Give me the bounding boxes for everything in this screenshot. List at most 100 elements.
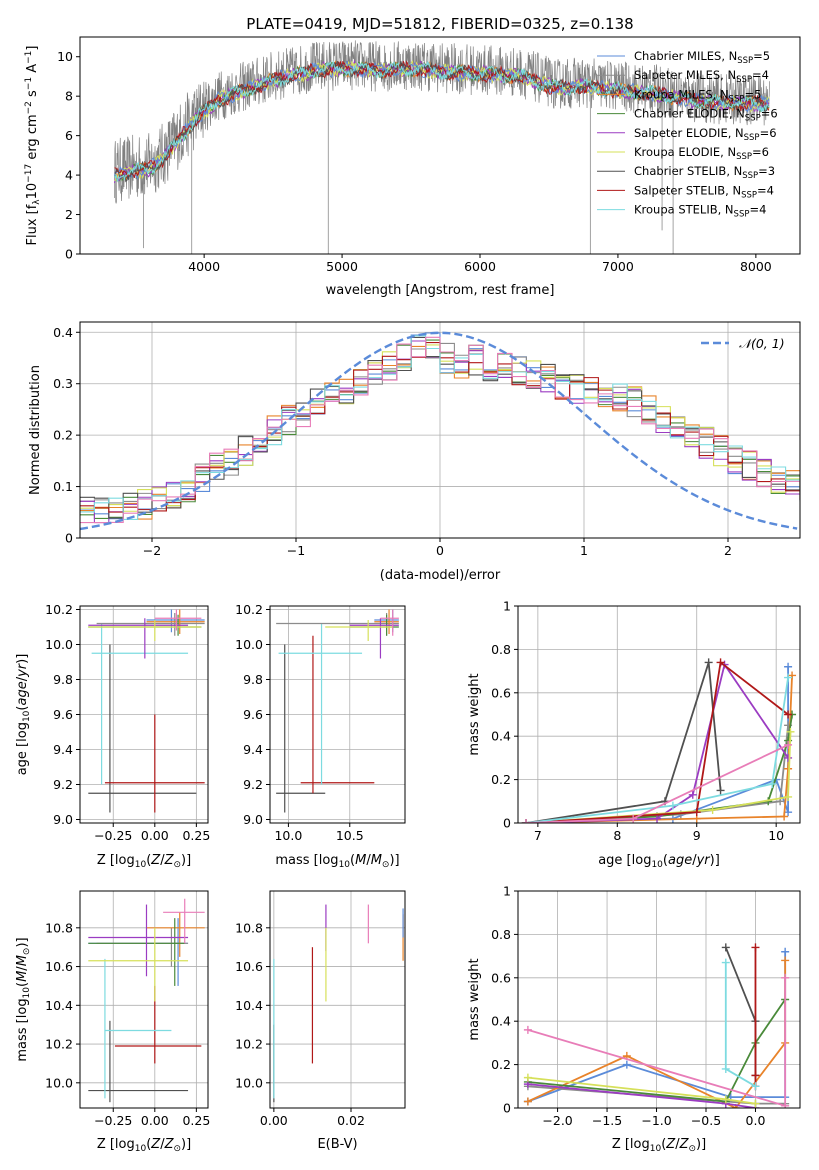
series-marker xyxy=(721,1095,730,1104)
series-marker xyxy=(768,779,777,788)
x-axis-label: Z [log10(Z/Z⊙)] xyxy=(97,1137,191,1154)
x-tick-label: 7000 xyxy=(602,259,634,274)
y-axis-label: Flux [fλ10−17 erg cm−2 s−1 A−1] xyxy=(24,46,42,246)
y-tick-label: 9.8 xyxy=(243,672,263,687)
legend-label: Kroupa ELODIE, NSSP=6 xyxy=(634,145,769,162)
series-line xyxy=(525,744,789,823)
series-marker xyxy=(784,710,793,719)
x-tick-label: 0.00 xyxy=(141,828,169,843)
errorbar-point xyxy=(325,620,393,641)
errorbar-point xyxy=(146,912,205,957)
axes-frame xyxy=(269,890,406,1109)
series-marker xyxy=(704,658,713,667)
gaussian-curve xyxy=(80,331,798,531)
y-axis-label: mass weight xyxy=(467,958,482,1040)
series-marker xyxy=(784,792,793,801)
x-tick-label: 8000 xyxy=(740,259,772,274)
errorbar-point xyxy=(146,609,205,634)
model-spectrum xyxy=(114,59,770,183)
y-tick-label: 9.0 xyxy=(53,812,73,827)
series-marker xyxy=(692,808,701,817)
series-line xyxy=(525,660,789,823)
errorbar-point xyxy=(88,644,197,813)
errorbar-point xyxy=(96,613,205,636)
series-marker xyxy=(721,943,730,952)
series-marker xyxy=(523,1025,532,1034)
x-tick-label: 0.00 xyxy=(260,1113,288,1128)
legend-label: Salpeter ELODIE, NSSP=6 xyxy=(634,126,777,143)
panel-spectrum: Chabrier MILES, NSSP=5 Salpeter MILES, NS… xyxy=(24,36,801,298)
series-marker xyxy=(784,662,793,671)
panel-age_vs_mass: 10.0 10.5 9.0 9.2 9.4 9.6 9.8 10.0 10.2 mass [log… xyxy=(235,602,406,870)
series-marker xyxy=(721,958,730,967)
axes-frame xyxy=(517,605,801,824)
series-marker xyxy=(721,1064,730,1073)
y-tick-label: 0.2 xyxy=(491,1057,511,1072)
series-marker xyxy=(781,947,790,956)
panels: Chabrier MILES, NSSP=5 Salpeter MILES, NS… xyxy=(15,36,801,1154)
plot-area xyxy=(80,322,800,538)
series-marker xyxy=(751,1099,760,1108)
series-marker xyxy=(751,1071,760,1080)
legend-label: Salpeter STELIB, NSSP=4 xyxy=(634,183,774,200)
y-tick-label: 0 xyxy=(65,247,73,262)
histogram-step xyxy=(80,340,800,524)
series-marker xyxy=(521,819,530,823)
plot-area xyxy=(518,606,800,823)
y-tick-label: 10.2 xyxy=(45,1037,73,1052)
x-axis-label: wavelength [Angstrom, rest frame] xyxy=(326,283,555,298)
x-tick-label: 0.25 xyxy=(182,828,210,843)
x-tick-label: −0.25 xyxy=(94,1113,132,1128)
y-tick-label: 0.1 xyxy=(53,479,73,494)
errorbar-point xyxy=(104,714,205,813)
errorbar-point xyxy=(88,904,189,977)
y-tick-label: 0.2 xyxy=(491,772,511,787)
series-line xyxy=(525,675,793,823)
axes-frame xyxy=(79,890,209,1109)
series-marker xyxy=(784,808,793,817)
y-tick-label: 0.4 xyxy=(53,325,73,340)
y-tick-label: 1 xyxy=(503,599,511,614)
y-tick-label: 9.6 xyxy=(243,707,263,722)
series-marker xyxy=(751,1082,760,1091)
y-tick-label: 8 xyxy=(65,89,73,104)
y-tick-label: 9.4 xyxy=(53,742,73,757)
x-tick-label: 0.02 xyxy=(337,1113,365,1128)
series-line xyxy=(527,998,786,1103)
x-tick-label: 10.5 xyxy=(336,828,364,843)
y-axis-label: mass weight xyxy=(467,673,482,755)
errorbar-point xyxy=(163,898,205,944)
series-line xyxy=(525,731,792,823)
figure-title: PLATE=0419, MJD=51812, FIBERID=0325, z=0… xyxy=(246,15,633,33)
errorbar-point xyxy=(88,620,202,641)
errorbar-point xyxy=(104,958,172,1099)
plot-area xyxy=(270,606,405,823)
x-tick-label: 4000 xyxy=(188,259,220,274)
series-marker xyxy=(708,805,717,814)
panel-age_vs_Z: −0.25 0.00 0.25 9.0 9.2 9.4 9.6 9.8 10.0 10.2 Z [l… xyxy=(15,602,210,870)
x-axis-label: Z [log10(Z/Z⊙)] xyxy=(97,853,191,870)
plot-area xyxy=(80,606,208,823)
y-axis-label: age [log10(age/yr)] xyxy=(15,654,32,776)
histogram-step xyxy=(80,336,800,519)
panel-mass_vs_ebv: 0.00 0.02 10.0 10.2 10.4 10.6 10.8 E(B-V) xyxy=(235,890,406,1152)
errorbar-point xyxy=(349,618,399,659)
x-tick-label: −1.0 xyxy=(641,1113,671,1128)
axes-frame xyxy=(79,36,801,255)
plot-area xyxy=(114,40,770,254)
series-marker xyxy=(523,1097,532,1106)
x-tick-label: 0.0 xyxy=(746,1113,766,1128)
histogram-step xyxy=(80,332,800,520)
errorbar-point xyxy=(88,1020,189,1103)
errorbar-point xyxy=(114,985,202,1064)
errorbar-point xyxy=(88,618,189,659)
series-marker xyxy=(784,673,793,682)
x-tick-label: 0.00 xyxy=(141,1113,169,1128)
x-tick-label: −2.0 xyxy=(542,1113,572,1128)
x-axis-label: E(B-V) xyxy=(317,1137,357,1152)
x-tick-label: 10 xyxy=(768,828,784,843)
x-tick-label: 0 xyxy=(436,543,444,558)
y-tick-label: 9.8 xyxy=(53,672,73,687)
x-tick-label: 9 xyxy=(693,828,701,843)
model-spectrum xyxy=(114,60,770,182)
